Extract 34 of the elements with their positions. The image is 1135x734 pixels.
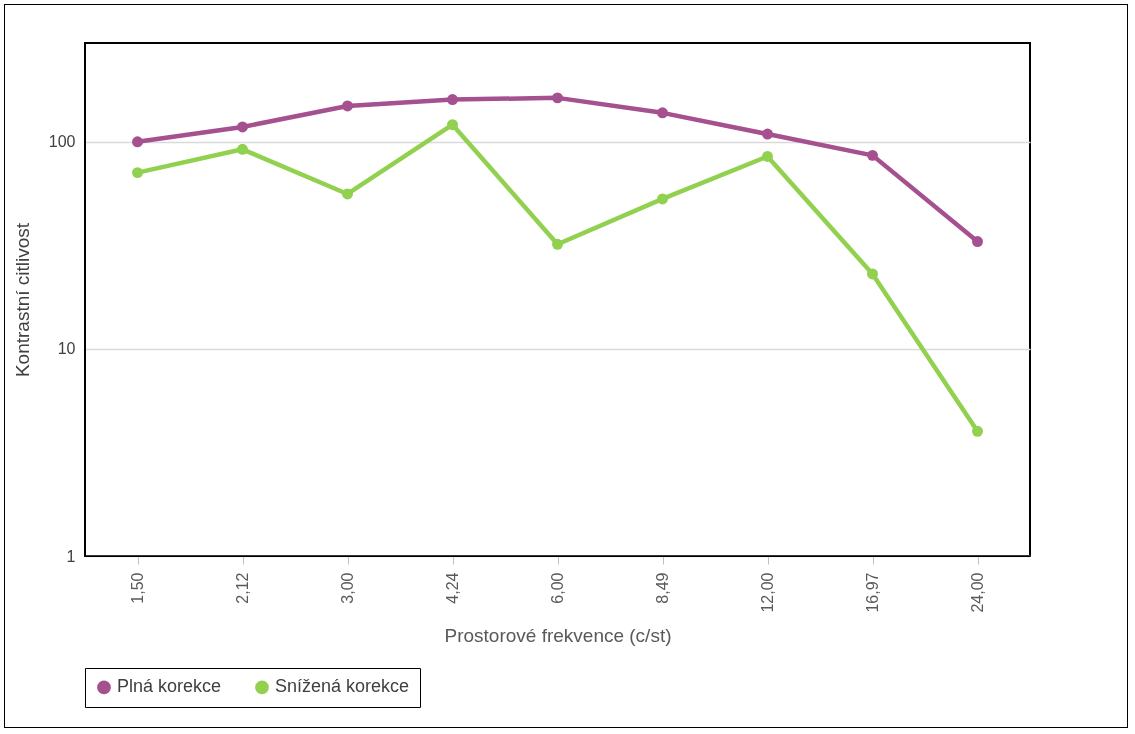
x-axis-title: Prostorové frekvence (c/st) [444, 624, 672, 646]
point [657, 107, 668, 119]
point [237, 143, 248, 155]
point [762, 128, 773, 140]
x-tick-label: 12,00 [759, 572, 776, 613]
point [447, 119, 458, 131]
point [867, 268, 878, 280]
point [972, 236, 983, 247]
y-tick-label: 10 [57, 340, 76, 358]
x-tick-label: 4,24 [444, 572, 461, 604]
x-tick-label: 16,97 [864, 572, 881, 613]
legend-label: Plná korekce [117, 676, 222, 697]
x-tick-label: 3,00 [339, 572, 356, 604]
point [552, 238, 563, 250]
y-tick-label: 100 [48, 133, 76, 151]
point [132, 136, 143, 148]
point [447, 94, 458, 105]
x-tick-label: 24,00 [969, 572, 986, 613]
point [657, 193, 668, 205]
y-axis-title: Kontrastní citlivost [11, 222, 33, 378]
point [972, 425, 983, 437]
y-tick-label: 1 [66, 547, 76, 565]
point [342, 100, 353, 112]
point [132, 167, 143, 179]
point [867, 149, 878, 161]
point [762, 150, 773, 162]
x-tick-label: 8,49 [654, 572, 671, 604]
point [552, 92, 563, 104]
x-tick-label: 2,12 [234, 572, 251, 604]
x-tick-label: 6,00 [549, 572, 566, 604]
x-tick-label: 1,50 [129, 572, 146, 604]
point [342, 188, 353, 200]
legend-label: Snížená korekce [275, 676, 410, 697]
point [237, 121, 248, 133]
